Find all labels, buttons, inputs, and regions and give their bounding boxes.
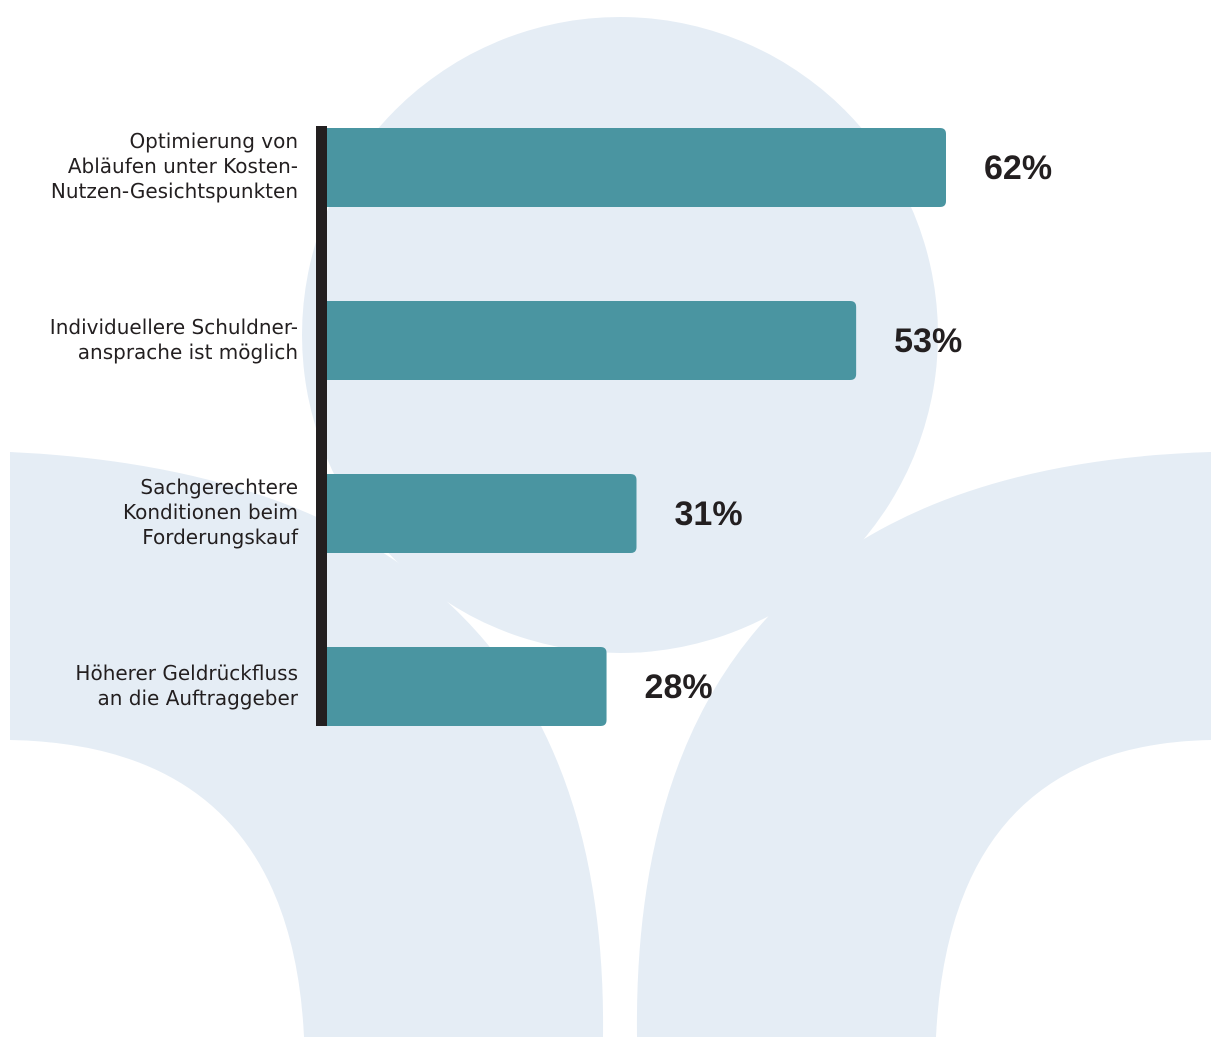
value-label-4: 28% [644,667,713,706]
background-arch-right [636,452,1211,1037]
bar-1 [327,128,946,207]
bars-group [327,128,946,726]
bar-4 [327,647,607,726]
category-label-2: Individuellere Schuldner- ansprache ist … [49,314,298,364]
background-arch-left [10,452,604,1037]
category-label-4: Höherer Geldrückfluss an die Auftraggebe… [75,660,298,710]
category-label-1: Optimierung von Abläufen unter Kosten- N… [50,129,298,203]
category-label-3: Sachgerechtere Konditionen beim Forderun… [123,475,298,549]
value-label-3: 31% [674,494,743,533]
value-label-1: 62% [984,148,1053,187]
bar-2 [327,301,857,380]
value-label-2: 53% [894,321,963,360]
y-axis-line [316,126,327,726]
bar-3 [327,474,637,553]
